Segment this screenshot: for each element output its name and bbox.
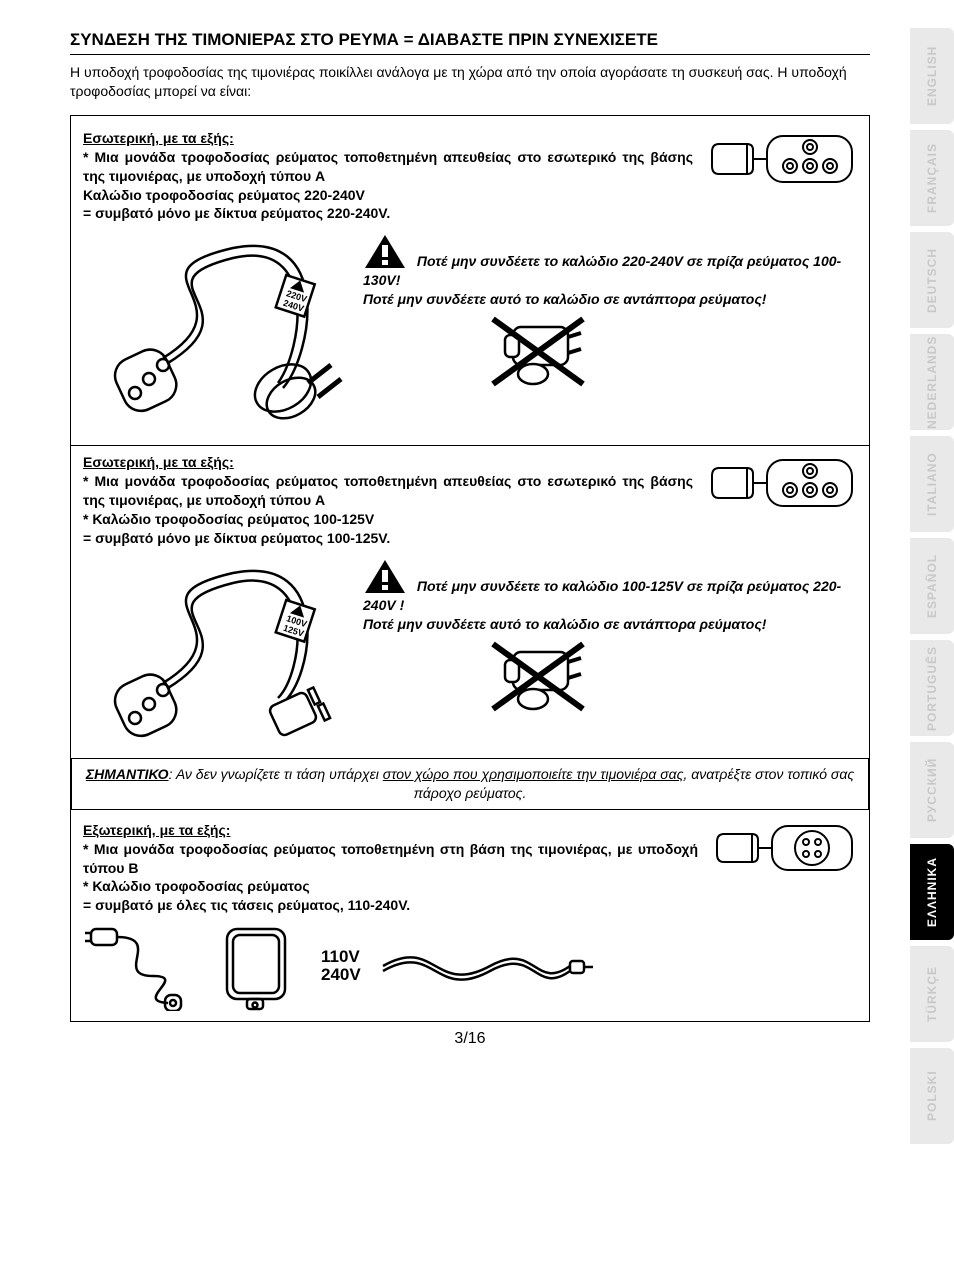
- section3-header-row: Εξωτερική, με τα εξής: * Μια μονάδα τροφ…: [83, 822, 857, 916]
- figure8-cable-icon: [83, 921, 193, 1011]
- language-tab-русский[interactable]: РУССКИЙ: [910, 742, 954, 838]
- section-external: Εξωτερική, με τα εξής: * Μια μονάδα τροφ…: [83, 810, 857, 1012]
- language-tab-deutsch[interactable]: DEUTSCH: [910, 232, 954, 328]
- section1-warning2: Ποτέ μην συνδέετε αυτό το καλώδιο σε αντ…: [363, 291, 766, 307]
- section2-line1: * Μια μονάδα τροφοδοσίας ρεύματος τοποθε…: [83, 472, 693, 510]
- power-brick-icon: [207, 921, 307, 1011]
- section1-line3: = συμβατό μόνο με δίκτυα ρεύματος 220-24…: [83, 204, 693, 223]
- crossed-adapter-icon-2: [483, 634, 857, 719]
- language-tab-español[interactable]: ESPAÑOL: [910, 538, 954, 634]
- section2-heading: Εσωτερική, με τα εξής:: [83, 454, 693, 470]
- main-bordered-box: Εσωτερική, με τα εξής: * Μια μονάδα τροφ…: [70, 115, 870, 1022]
- section3-line3: = συμβατό με όλες τις τάσεις ρεύματος, 1…: [83, 896, 698, 915]
- important-note-box: ΣΗΜΑΝΤΙΚΟ: Αν δεν γνωρίζετε τι τάση υπάρ…: [71, 758, 869, 810]
- section2-warning1: Ποτέ μην συνδέετε το καλώδιο 100-125V σε…: [363, 578, 841, 613]
- socket-type-a-icon-2: [707, 454, 857, 512]
- language-tab-polski[interactable]: POLSKI: [910, 1048, 954, 1144]
- crossed-adapter-icon: [483, 309, 857, 394]
- section1-line1: * Μια μονάδα τροφοδοσίας ρεύματος τοποθε…: [83, 148, 693, 186]
- us-power-cable-icon: 100V 125V: [83, 558, 353, 758]
- section2-warning2: Ποτέ μην συνδέετε αυτό το καλώδιο σε αντ…: [363, 616, 766, 632]
- socket-type-b-icon: [712, 822, 857, 874]
- section3-heading: Εξωτερική, με τα εξής:: [83, 822, 698, 838]
- warning-triangle-icon: [363, 253, 411, 269]
- section1-line2: Καλώδιο τροφοδοσίας ρεύματος 220-240V: [83, 186, 693, 205]
- section3-line2: * Καλώδιο τροφοδοσίας ρεύματος: [83, 877, 698, 896]
- language-tab-français[interactable]: FRANÇAIS: [910, 130, 954, 226]
- dc-cable-icon: [375, 931, 595, 1001]
- section-internal-100: Εσωτερική, με τα εξής: * Μια μονάδα τροφ…: [83, 454, 857, 758]
- important-text1: : Αν δεν γνωρίζετε τι τάση υπάρχει: [169, 766, 383, 782]
- section1-warning1: Ποτέ μην συνδέετε το καλώδιο 220-240V σε…: [363, 253, 841, 288]
- language-tab-ελληνικα[interactable]: ΕΛΛΗΝΙΚΑ: [910, 844, 954, 940]
- page-number: 3/16: [70, 1030, 870, 1048]
- intro-paragraph: Η υποδοχή τροφοδοσίας της τιμονιέρας ποι…: [70, 63, 870, 101]
- section3-line1: * Μια μονάδα τροφοδοσίας ρεύματος τοποθε…: [83, 840, 698, 878]
- document-content: ΣΥΝΔΕΣΗ ΤΗΣ ΤΙΜΟΝΙΕΡΑΣ ΣΤΟ ΡΕΥΜΑ = ΔΙΑΒΑ…: [70, 30, 870, 1048]
- eu-power-cable-icon: 220V 240V: [83, 233, 353, 433]
- socket-type-a-icon: [707, 130, 857, 188]
- section1-header-row: Εσωτερική, με τα εξής: * Μια μονάδα τροφ…: [83, 130, 857, 224]
- important-label: ΣΗΜΑΝΤΙΚΟ: [86, 766, 169, 782]
- section2-line2: * Καλώδιο τροφοδοσίας ρεύματος 100-125V: [83, 510, 693, 529]
- language-tabs: ENGLISH FRANÇAIS DEUTSCH NEDERLANDS ITALIANO…: [894, 0, 954, 1272]
- power-brick-label: 110V 240V: [321, 948, 361, 985]
- section2-line3: = συμβατό μόνο με δίκτυα ρεύματος 100-12…: [83, 529, 693, 548]
- language-tab-türkçe[interactable]: TÜRKÇE: [910, 946, 954, 1042]
- section1-heading: Εσωτερική, με τα εξής:: [83, 130, 693, 146]
- language-tab-nederlands[interactable]: NEDERLANDS: [910, 334, 954, 430]
- language-tab-english[interactable]: ENGLISH: [910, 28, 954, 124]
- important-text-underlined: στον χώρο που χρησιμοποιείτε την τιμονιέ…: [383, 766, 684, 782]
- language-tab-italiano[interactable]: ITALIANO: [910, 436, 954, 532]
- page-title: ΣΥΝΔΕΣΗ ΤΗΣ ΤΙΜΟΝΙΕΡΑΣ ΣΤΟ ΡΕΥΜΑ = ΔΙΑΒΑ…: [70, 30, 870, 55]
- warning-triangle-icon-2: [363, 578, 411, 594]
- language-tab-português[interactable]: PORTUGUÊS: [910, 640, 954, 736]
- section-internal-220: Εσωτερική, με τα εξής: * Μια μονάδα τροφ…: [83, 130, 857, 434]
- section2-header-row: Εσωτερική, με τα εξής: * Μια μονάδα τροφ…: [83, 454, 857, 548]
